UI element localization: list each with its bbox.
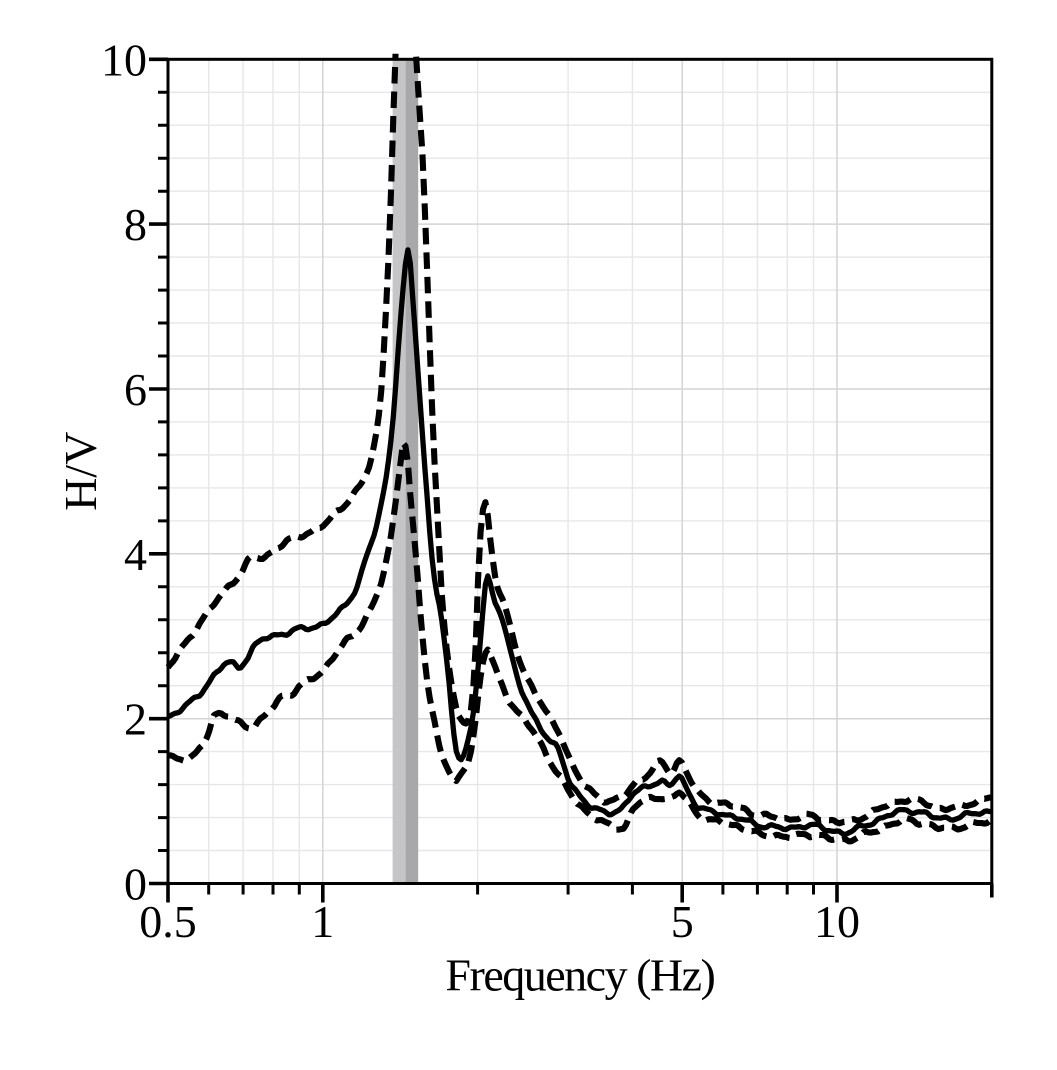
svg-text:1: 1 [311,896,334,947]
svg-text:10: 10 [814,896,860,947]
svg-text:4: 4 [124,529,147,580]
svg-text:5: 5 [671,896,694,947]
svg-text:0.5: 0.5 [139,896,197,947]
svg-text:0: 0 [124,859,147,910]
svg-text:10: 10 [101,34,147,85]
svg-text:Frequency (Hz): Frequency (Hz) [445,950,714,1001]
svg-text:H/V: H/V [55,432,106,511]
svg-text:8: 8 [124,199,147,250]
svg-text:2: 2 [124,694,147,745]
svg-text:6: 6 [124,364,147,415]
